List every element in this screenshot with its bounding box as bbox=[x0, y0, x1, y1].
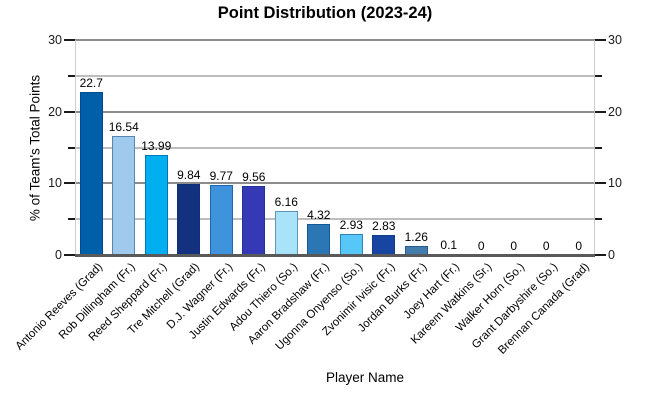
left-tick bbox=[68, 146, 75, 149]
bar-value-label: 9.84 bbox=[177, 168, 201, 183]
x-axis-line bbox=[75, 253, 595, 257]
bar bbox=[177, 184, 201, 255]
right-tick bbox=[595, 182, 606, 185]
minor-gridline bbox=[75, 74, 595, 77]
left-tick bbox=[64, 39, 75, 41]
y-tick-label-right: 30 bbox=[608, 33, 622, 47]
bar-value-label: 4.32 bbox=[307, 208, 331, 223]
minor-gridline bbox=[75, 146, 595, 149]
right-tick bbox=[595, 254, 606, 256]
right-tick bbox=[595, 74, 602, 77]
right-tick bbox=[595, 146, 602, 149]
right-tick bbox=[595, 39, 606, 41]
left-axis-line bbox=[75, 40, 76, 255]
bar-value-label: 2.83 bbox=[372, 218, 396, 233]
bar-value-label: 2.93 bbox=[339, 218, 363, 232]
bar-value-label: 9.77 bbox=[209, 168, 233, 183]
left-tick bbox=[64, 254, 75, 256]
bar-value-label: 0 bbox=[542, 239, 550, 253]
bar-value-label: 0 bbox=[477, 239, 485, 253]
x-axis-label: Player Name bbox=[325, 370, 405, 385]
bar bbox=[209, 184, 233, 255]
left-tick bbox=[68, 218, 75, 221]
bar-value-label: 0 bbox=[510, 239, 518, 253]
y-tick-label-left: 10 bbox=[48, 176, 62, 191]
bar-value-label: 16.54 bbox=[108, 120, 139, 135]
bar-value-label: 13.99 bbox=[141, 138, 172, 153]
bar-value-label: 9.56 bbox=[242, 170, 266, 185]
bar-value-label: 1.26 bbox=[404, 229, 428, 244]
right-axis-line bbox=[594, 40, 595, 255]
minor-gridline bbox=[75, 218, 595, 221]
y-tick-label-left: 30 bbox=[48, 33, 62, 47]
bar-value-label: 6.16 bbox=[274, 194, 298, 209]
y-tick-label-left: 0 bbox=[55, 248, 62, 262]
bar-value-label: 0.1 bbox=[440, 238, 458, 252]
y-tick-label-left: 20 bbox=[48, 104, 62, 119]
left-tick bbox=[64, 182, 75, 185]
y-tick-label-right: 20 bbox=[608, 104, 622, 119]
bar bbox=[339, 234, 363, 255]
bar bbox=[112, 136, 136, 255]
right-tick bbox=[595, 218, 602, 221]
y-tick-label-right: 0 bbox=[608, 248, 615, 262]
y-tick-label-right: 10 bbox=[608, 176, 622, 191]
major-gridline bbox=[75, 39, 595, 41]
bar bbox=[79, 92, 103, 255]
left-tick bbox=[64, 110, 75, 113]
major-gridline bbox=[75, 182, 595, 185]
bar-value-label: 0 bbox=[575, 239, 583, 253]
left-tick bbox=[68, 74, 75, 77]
bar-value-label: 22.7 bbox=[79, 76, 103, 91]
chart-title: Point Distribution (2023-24) bbox=[217, 4, 433, 22]
right-tick bbox=[595, 110, 606, 113]
major-gridline bbox=[75, 110, 595, 113]
